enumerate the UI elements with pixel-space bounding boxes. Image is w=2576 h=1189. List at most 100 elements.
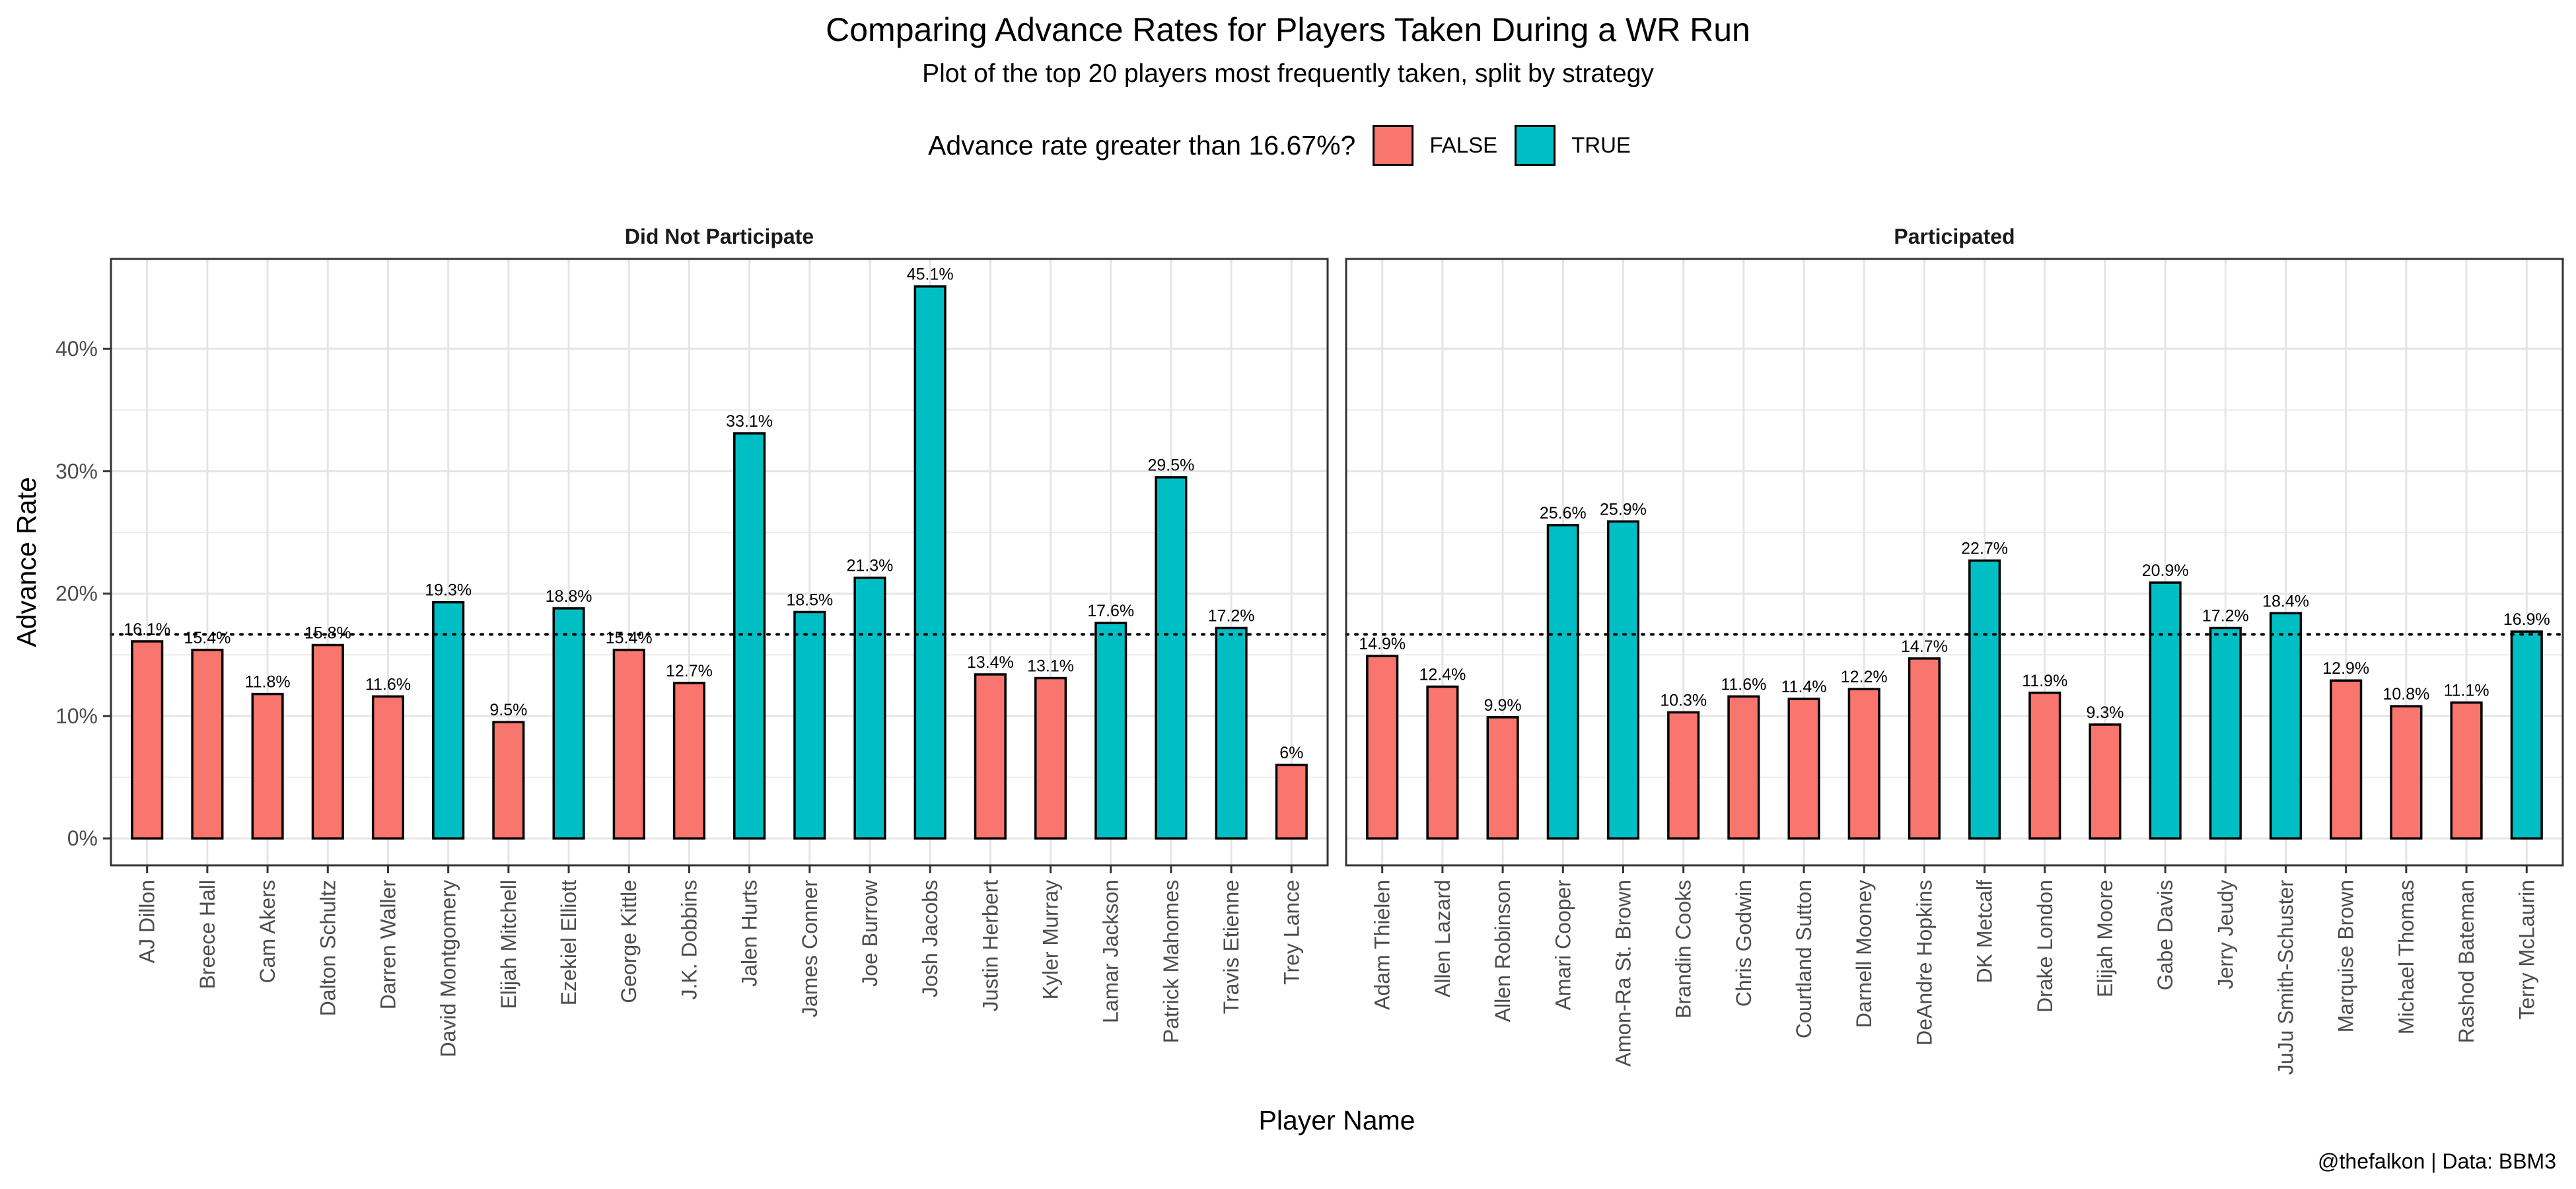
bar-value-label: 9.5%	[489, 701, 527, 719]
facet-label: Did Not Participate	[625, 225, 814, 248]
bar	[371, 695, 405, 840]
x-tick-label: J.K. Dobbins	[677, 880, 701, 999]
bar-value-label: 18.8%	[546, 587, 592, 606]
bar	[2089, 723, 2122, 840]
bar	[1366, 655, 1399, 840]
x-tick-label: Kyler Murray	[1039, 880, 1063, 999]
bar-value-label: 15.4%	[184, 629, 231, 647]
x-tick-label: Rashod Bateman	[2454, 880, 2478, 1043]
bar-value-label: 12.4%	[1419, 666, 1466, 684]
x-tick-label: Darnell Mooney	[1852, 880, 1876, 1028]
y-tick-label: 0%	[67, 826, 98, 850]
x-tick-label: Gabe Davis	[2153, 880, 2177, 990]
bar-value-label: 17.6%	[1087, 602, 1134, 620]
bar-value-label: 11.8%	[245, 673, 291, 692]
x-tick-label: Josh Jacobs	[918, 880, 942, 997]
bar	[793, 610, 826, 840]
bar-value-label: 11.6%	[365, 675, 411, 694]
bar-value-label: 11.6%	[1721, 675, 1766, 694]
bar	[1667, 711, 1700, 840]
bar-value-label: 13.1%	[1027, 657, 1074, 676]
bar	[1155, 476, 1188, 840]
bar-value-label: 17.2%	[1208, 607, 1255, 626]
caption: @thefalkon | Data: BBM3	[2318, 1149, 2556, 1173]
x-tick-label: Dalton Schultz	[316, 880, 340, 1016]
bar	[191, 649, 224, 840]
bar	[131, 640, 164, 840]
x-tick-label: Allen Lazard	[1431, 880, 1454, 997]
x-tick-label: Michael Thomas	[2394, 880, 2418, 1034]
y-tick-label: 30%	[55, 459, 98, 483]
x-tick-label: Jerry Jeudy	[2213, 880, 2237, 989]
x-tick-label: Elijah Mitchell	[497, 880, 520, 1009]
bar-value-label: 13.4%	[967, 653, 1014, 672]
chart-subtitle: Plot of the top 20 players most frequent…	[922, 59, 1654, 88]
x-tick-label: Ezekiel Elliott	[557, 880, 581, 1005]
bar-value-label: 6%	[1279, 744, 1303, 762]
bar-value-label: 9.9%	[1484, 696, 1522, 715]
x-tick-label: DeAndre Hopkins	[1912, 880, 1936, 1046]
bar-value-label: 12.2%	[1841, 668, 1888, 686]
y-tick-label: 10%	[55, 704, 98, 728]
bar	[1275, 764, 1308, 840]
bar	[913, 285, 947, 840]
x-tick-label: James Conner	[798, 880, 822, 1017]
legend-key-false	[1373, 125, 1414, 166]
legend-label-true: TRUE	[1571, 133, 1631, 157]
bar-value-label: 33.1%	[726, 412, 773, 431]
bar	[432, 600, 465, 840]
bar	[2450, 701, 2483, 840]
y-tick-label: 40%	[55, 337, 98, 361]
x-tick-label: Brandin Cooks	[1672, 880, 1696, 1019]
bar-value-label: 18.4%	[2262, 592, 2309, 610]
bar-value-label: 12.9%	[2322, 659, 2369, 678]
bar-value-label: 11.1%	[2444, 682, 2489, 700]
chart-title: Comparing Advance Rates for Players Take…	[826, 11, 1750, 48]
bar	[2330, 679, 2363, 840]
x-tick-label: Trey Lance	[1279, 880, 1303, 985]
bar	[492, 721, 525, 840]
bar	[2390, 705, 2423, 840]
x-tick-label: Joe Burrow	[858, 879, 882, 987]
bar-value-label: 19.3%	[425, 581, 472, 600]
x-tick-label: Lamar Jackson	[1099, 880, 1123, 1023]
x-tick-label: Elijah Moore	[2093, 880, 2117, 997]
bar-value-label: 14.9%	[1359, 635, 1406, 653]
bar	[311, 643, 344, 840]
bar	[2149, 581, 2182, 840]
bar	[612, 649, 645, 840]
bar	[1968, 559, 2001, 840]
x-tick-label: Terry McLaurin	[2515, 880, 2538, 1020]
bar-value-label: 11.9%	[2022, 672, 2067, 690]
bar	[251, 692, 284, 840]
bar-value-label: 25.6%	[1540, 504, 1587, 522]
legend-item-false: FALSE	[1373, 125, 1497, 166]
bar-value-label: 22.7%	[1961, 540, 2008, 558]
legend-key-true	[1515, 125, 1556, 166]
bar	[733, 432, 766, 840]
y-axis-title: Advance Rate	[11, 477, 42, 647]
bar-value-label: 12.7%	[666, 662, 713, 680]
x-tick-label: Jalen Hurts	[738, 880, 762, 987]
legend-item-true: TRUE	[1515, 125, 1631, 166]
bar-value-label: 10.8%	[2382, 685, 2429, 703]
bar-value-label: 25.9%	[1600, 500, 1647, 519]
x-axis-title: Player Name	[1259, 1105, 1415, 1135]
bar	[2209, 626, 2242, 840]
bar	[1546, 524, 1579, 840]
panel-border	[1345, 258, 2564, 867]
x-tick-label: Chris Godwin	[1732, 880, 1756, 1007]
x-tick-label: Marquise Brown	[2334, 880, 2358, 1032]
bar	[1787, 698, 1820, 840]
y-tick-label: 20%	[55, 582, 98, 606]
bar-value-label: 10.3%	[1660, 691, 1707, 709]
x-tick-label: DK Metcalf	[1973, 880, 1997, 984]
bar	[1034, 676, 1067, 840]
bar-value-label: 17.2%	[2202, 607, 2249, 626]
facet-label: Participated	[1894, 225, 2015, 248]
bar	[1847, 688, 1880, 840]
bar	[672, 682, 705, 840]
bar-value-label: 29.5%	[1147, 456, 1194, 475]
panel-border	[110, 258, 1329, 867]
